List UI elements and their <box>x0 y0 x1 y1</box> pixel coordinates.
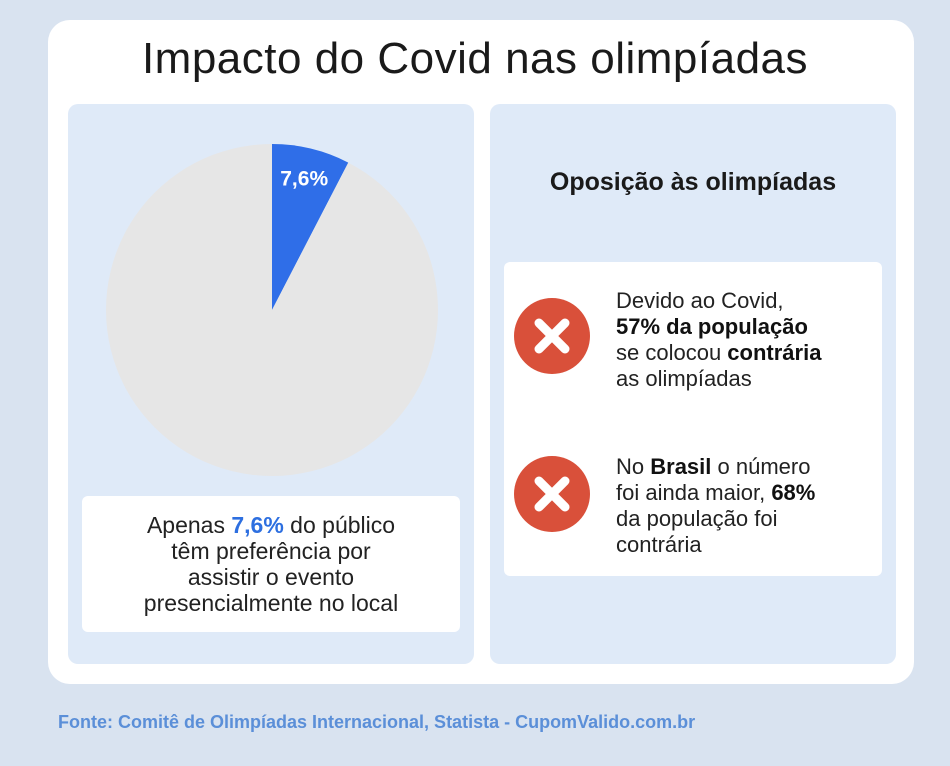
item2-line3: da população foi <box>616 506 778 531</box>
item2-line4: contrária <box>616 532 702 557</box>
caption-text: Apenas 7,6% do público têm preferência p… <box>144 512 398 616</box>
x-circle-icon <box>514 298 590 374</box>
caption-line1-pre: Apenas <box>146 512 232 538</box>
x-circle-icon <box>514 456 590 532</box>
item2-line2: foi ainda maior, 68% <box>616 480 816 505</box>
pie-slice-label: 7,6% <box>280 168 328 191</box>
caption-line2: têm preferência por <box>171 538 371 564</box>
caption-line1-post: do público <box>283 512 396 538</box>
caption-highlight: 7,6% <box>231 512 284 538</box>
caption-line4: presencialmente no local <box>143 590 399 616</box>
pie-slice-0 <box>272 144 349 310</box>
right-panel: Oposição às olimpíadas Devido ao Covid, … <box>490 104 896 664</box>
pie-slice-1 <box>105 144 438 476</box>
item2-text: No Brasil o número foi ainda maior, 68% … <box>616 454 815 558</box>
left-panel: 7,6% Apenas 7,6% do público têm preferên… <box>68 104 474 664</box>
source-note: Fonte: Comitê de Olimpíadas Internaciona… <box>58 712 696 732</box>
item1-line2: 57% da população <box>616 314 808 339</box>
item1-text: Devido ao Covid, 57% da população se col… <box>616 288 821 392</box>
opposition-info-box: Devido ao Covid, 57% da população se col… <box>504 262 882 576</box>
page-title: Impacto do Covid nas olimpíadas <box>141 34 809 83</box>
item1-line1: Devido ao Covid, <box>616 288 784 313</box>
item1-line3: se colocou contrária <box>616 340 822 365</box>
caption-line3: assistir o evento <box>187 564 355 590</box>
pie-chart: 7,6% <box>105 144 438 476</box>
item2-line1: No Brasil o número <box>616 454 811 479</box>
caption-box: Apenas 7,6% do público têm preferência p… <box>82 496 460 632</box>
opposition-heading: Oposição às olimpíadas <box>549 168 837 196</box>
item1-line4: as olimpíadas <box>616 366 752 391</box>
